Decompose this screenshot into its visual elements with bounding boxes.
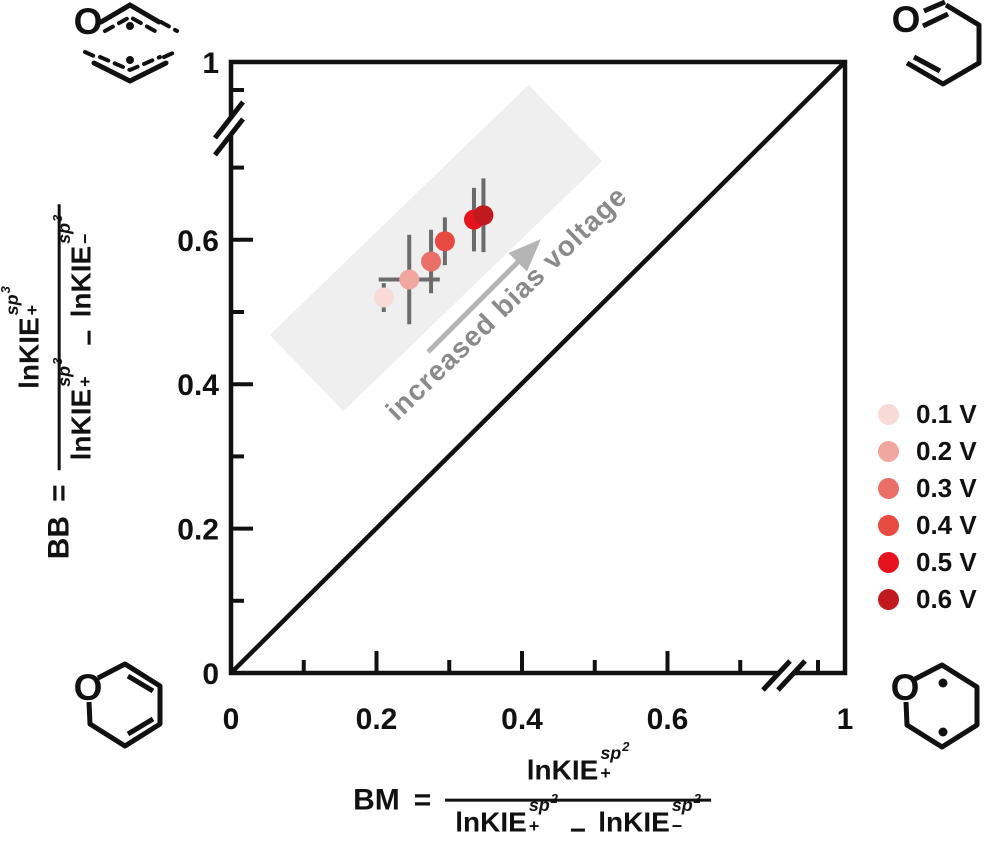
legend-item: 0.6 V xyxy=(878,584,977,614)
legend-label: 0.4 V xyxy=(916,509,977,540)
kie-exponent: 2 xyxy=(622,738,630,754)
kie-exponent: 2 xyxy=(693,791,701,807)
legend-dot-icon xyxy=(878,440,899,462)
equals-sign: = xyxy=(43,484,76,502)
molecule-pyranyl-radical-delocalized: O xyxy=(74,1,179,84)
minus-sign: − xyxy=(74,329,105,346)
kie-superscript: sp xyxy=(600,743,622,764)
radical-dot xyxy=(126,22,134,30)
kie-base: lnKIE xyxy=(526,754,599,786)
x-axis-fraction: lnKIE sp 2 + lnKIE sp 2 + − lnKIE sp 2 xyxy=(445,740,711,847)
tick-labels: 0 0.2 0.4 0.6 1 0 0.2 0.4 0.6 1 xyxy=(177,47,853,736)
data-point-0.2V xyxy=(399,269,420,290)
kie-superscript: sp xyxy=(528,795,550,816)
highlight-band xyxy=(269,84,603,412)
kie-subscript: + xyxy=(528,815,540,836)
radical-dot xyxy=(126,56,134,64)
oxygen-atom-label: O xyxy=(74,1,103,42)
radical-dot xyxy=(938,727,948,737)
x-axis-break-icon xyxy=(761,659,807,692)
kie-subscript: + xyxy=(74,376,95,387)
kie-base: lnKIE xyxy=(455,807,527,838)
legend-item: 0.4 V xyxy=(878,510,977,540)
legend-dot-icon xyxy=(878,477,899,499)
legend-label: 0.1 V xyxy=(916,398,977,429)
legend-item: 0.2 V xyxy=(878,436,977,466)
kie-term: lnKIE sp 2 + xyxy=(526,740,630,794)
kie-superscript: sp xyxy=(671,795,693,816)
kie-term: lnKIE sp 2 − xyxy=(598,792,701,846)
kie-superscript: sp xyxy=(54,222,75,244)
legend: 0.1 V 0.2 V 0.3 V 0.4 V 0.5 V 0.6 V xyxy=(878,399,977,614)
identity-line xyxy=(229,60,847,675)
legend-label: 0.5 V xyxy=(916,546,977,577)
kie-term: lnKIE sp3 + xyxy=(0,286,53,389)
molecule-pentenal: O xyxy=(892,0,982,87)
oxygen-atom-label: O xyxy=(891,667,920,708)
data-points xyxy=(373,205,494,308)
y-tick-label: 0 xyxy=(202,658,219,691)
kie-exponent: 3 xyxy=(0,286,13,293)
molecule-dihydropyran: O xyxy=(74,661,163,749)
kie-superscript: sp xyxy=(54,365,75,387)
y-tick-label: 0.2 xyxy=(177,514,219,547)
x-axis-label: BM = lnKIE sp 2 + lnKIE sp 2 + − lnKIE xyxy=(353,740,711,847)
x-tick-label: 0.2 xyxy=(356,703,398,736)
data-point-0.4V xyxy=(434,231,455,252)
kie-exponent: 3 xyxy=(50,357,66,365)
kie-base: lnKIE xyxy=(598,807,670,838)
kie-exponent: 2 xyxy=(550,791,558,807)
y-axis-break-icon xyxy=(213,100,245,157)
oxygen-atom-label: O xyxy=(892,0,921,40)
legend-label: 0.6 V xyxy=(916,583,977,614)
data-point-0.6V xyxy=(473,205,494,226)
y-tick-label: 1 xyxy=(202,47,219,80)
x-tick-label: 1 xyxy=(837,703,854,736)
kie-term: lnKIE sp 3 − xyxy=(50,215,105,318)
axis-ticks xyxy=(231,88,820,673)
legend-dot-icon xyxy=(878,403,899,425)
kie-base: lnKIE xyxy=(13,317,45,389)
legend-label: 0.3 V xyxy=(916,472,977,503)
x-tick-label: 0 xyxy=(223,703,240,736)
kie-term: lnKIE sp 2 + xyxy=(455,792,558,846)
legend-dot-icon xyxy=(878,514,899,536)
equals-sign: = xyxy=(413,784,432,817)
kie-subscript: − xyxy=(671,815,683,836)
legend-label: 0.2 V xyxy=(916,435,977,466)
y-tick-label: 0.6 xyxy=(177,225,219,258)
y-axis-label: BB = lnKIE sp3 + lnKIE sp3 + − lnKIE xyxy=(0,204,106,560)
radical-dot xyxy=(938,678,948,688)
y-axis-symbol: BB xyxy=(43,515,76,560)
kie-subscript: − xyxy=(74,233,95,244)
legend-item: 0.5 V xyxy=(878,547,977,577)
kie-subscript: + xyxy=(22,304,43,316)
kie-base: lnKIE xyxy=(66,245,97,318)
data-point-0.1V xyxy=(373,287,394,308)
x-tick-label: 0.6 xyxy=(647,703,689,736)
minus-sign: − xyxy=(569,815,587,846)
kie-exponent: 3 xyxy=(50,214,66,222)
molecule-tetrahydropyranyl-diradical: O xyxy=(891,662,980,750)
x-tick-label: 0.4 xyxy=(501,703,543,736)
trend-arrow-icon xyxy=(426,239,541,354)
data-point-0.3V xyxy=(421,251,442,272)
y-tick-label: 0.4 xyxy=(177,369,219,402)
oxygen-atom-label: O xyxy=(74,667,103,708)
legend-item: 0.3 V xyxy=(878,473,977,503)
y-axis-fraction: lnKIE sp3 + lnKIE sp3 + − lnKIE sp3 xyxy=(0,204,106,471)
kie-superscript: sp xyxy=(2,294,23,316)
legend-item: 0.1 V xyxy=(878,399,977,429)
x-axis-symbol: BM xyxy=(353,784,400,817)
plot-frame xyxy=(228,59,848,676)
kie-subscript: + xyxy=(600,763,611,784)
legend-dot-icon xyxy=(878,588,899,610)
kie-base: lnKIE xyxy=(66,388,97,461)
legend-dot-icon xyxy=(878,551,899,573)
